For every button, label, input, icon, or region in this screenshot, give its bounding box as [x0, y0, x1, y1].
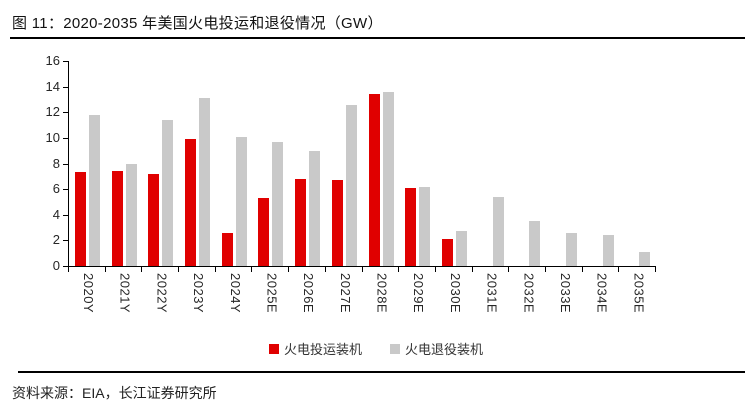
- bar-retirement-2025E: [272, 141, 284, 266]
- bar-retirement-2024Y: [235, 136, 247, 266]
- x-axis-tick: [288, 267, 290, 272]
- y-axis-tick-label: 8: [52, 155, 60, 171]
- y-axis-tick-label: 12: [45, 104, 60, 120]
- bar-commission-2024Y: [221, 232, 233, 266]
- bar-commission-2022Y: [148, 173, 160, 266]
- y-axis-tick-label: 2: [52, 232, 60, 248]
- y-axis-tick-label: 10: [45, 129, 60, 145]
- chart-legend: 火电投运装机 火电退役装机: [0, 339, 752, 358]
- y-axis-tick-label: 0: [52, 258, 60, 273]
- bar-commission-2030E: [441, 239, 453, 266]
- x-axis-tick: [68, 267, 69, 272]
- figure-title: 图 11：2020-2035 年美国火电投运和退役情况（GW）: [12, 15, 383, 32]
- y-axis-tick: [63, 266, 68, 267]
- x-axis-tick: [324, 267, 326, 272]
- x-axis-tick: [581, 267, 583, 272]
- y-axis-tick: [63, 214, 68, 216]
- x-axis-category-label: 2034E: [594, 273, 610, 314]
- bar-retirement-2031E: [492, 196, 504, 266]
- x-axis-tick: [141, 267, 143, 272]
- x-axis-tick: [655, 267, 656, 272]
- y-axis-tick-label: 16: [45, 53, 60, 68]
- bar-commission-2025E: [258, 198, 270, 266]
- x-axis-line: [68, 266, 656, 267]
- bar-retirement-2034E: [602, 235, 614, 266]
- y-axis-tick: [63, 86, 68, 88]
- y-axis-tick: [63, 240, 68, 242]
- y-axis-tick-label: 14: [45, 78, 60, 94]
- bar-retirement-2028E: [382, 91, 394, 266]
- bar-retirement-2030E: [455, 231, 467, 266]
- x-axis-category-label: 2028E: [374, 273, 390, 314]
- x-axis-tick: [251, 267, 253, 272]
- legend-label-commission: 火电投运装机: [283, 342, 362, 357]
- bar-commission-2027E: [331, 180, 343, 266]
- x-axis-category-label: 2021Y: [117, 273, 133, 314]
- bar-commission-2023Y: [185, 139, 197, 266]
- x-axis-category-label: 2026E: [301, 273, 317, 314]
- bar-commission-2028E: [368, 94, 380, 266]
- x-axis-category-label: 2035E: [631, 273, 647, 314]
- x-axis-tick: [434, 267, 436, 272]
- bar-commission-2026E: [295, 178, 307, 266]
- y-axis-tick-label: 4: [52, 206, 60, 222]
- x-axis-tick: [178, 267, 180, 272]
- x-axis-category-label: 2029E: [411, 273, 427, 314]
- y-axis-tick: [63, 163, 68, 165]
- x-axis-category-label: 2031E: [484, 273, 500, 314]
- legend-item-commission: 火电投运装机: [268, 339, 362, 358]
- bar-retirement-2029E: [419, 186, 431, 266]
- x-axis-category-label: 2023Y: [191, 273, 207, 314]
- bar-retirement-2022Y: [162, 119, 174, 266]
- bar-retirement-2023Y: [199, 98, 211, 266]
- x-axis-tick: [361, 267, 363, 272]
- x-axis-category-label: 2025E: [264, 273, 280, 314]
- y-axis-tick: [63, 112, 68, 114]
- y-axis-tick: [63, 61, 68, 62]
- x-axis-category-label: 2020Y: [81, 273, 96, 314]
- x-axis-tick: [544, 267, 546, 272]
- bar-retirement-2033E: [565, 232, 577, 266]
- bar-commission-2021Y: [111, 171, 123, 266]
- bar-retirement-2027E: [345, 104, 357, 266]
- bar-commission-2029E: [405, 187, 417, 266]
- legend-swatch-commission-icon: [268, 343, 279, 354]
- legend-label-retirement: 火电退役装机: [405, 342, 484, 357]
- bar-retirement-2035E: [639, 251, 651, 266]
- y-axis-tick: [63, 189, 68, 191]
- x-axis-tick: [508, 267, 510, 272]
- x-axis-tick: [214, 267, 216, 272]
- legend-swatch-retirement-icon: [390, 343, 400, 354]
- y-axis-tick-label: 6: [52, 181, 60, 197]
- bar-retirement-2021Y: [125, 163, 137, 266]
- x-axis-tick: [398, 267, 400, 272]
- y-axis-tick: [63, 137, 68, 139]
- y-axis-line: [68, 61, 69, 267]
- bar-commission-2020Y: [75, 172, 86, 266]
- legend-item-retirement: 火电退役装机: [390, 339, 483, 358]
- x-axis-tick: [618, 267, 620, 272]
- x-axis-category-label: 2022Y: [154, 273, 170, 314]
- x-axis-category-label: 2033E: [557, 273, 573, 314]
- x-axis-category-label: 2024Y: [227, 273, 243, 314]
- x-axis-category-label: 2032E: [521, 273, 537, 314]
- title-underline: [10, 37, 745, 39]
- bar-retirement-2032E: [529, 221, 541, 266]
- bar-retirement-2026E: [309, 150, 321, 266]
- source-note: 资料来源：EIA，长江证券研究所: [12, 385, 217, 401]
- x-axis-tick: [104, 267, 106, 272]
- x-axis-category-label: 2030E: [447, 273, 463, 314]
- x-axis-tick: [471, 267, 473, 272]
- bar-retirement-2020Y: [89, 114, 100, 266]
- footer-rule: [18, 371, 745, 373]
- x-axis-category-label: 2027E: [337, 273, 353, 314]
